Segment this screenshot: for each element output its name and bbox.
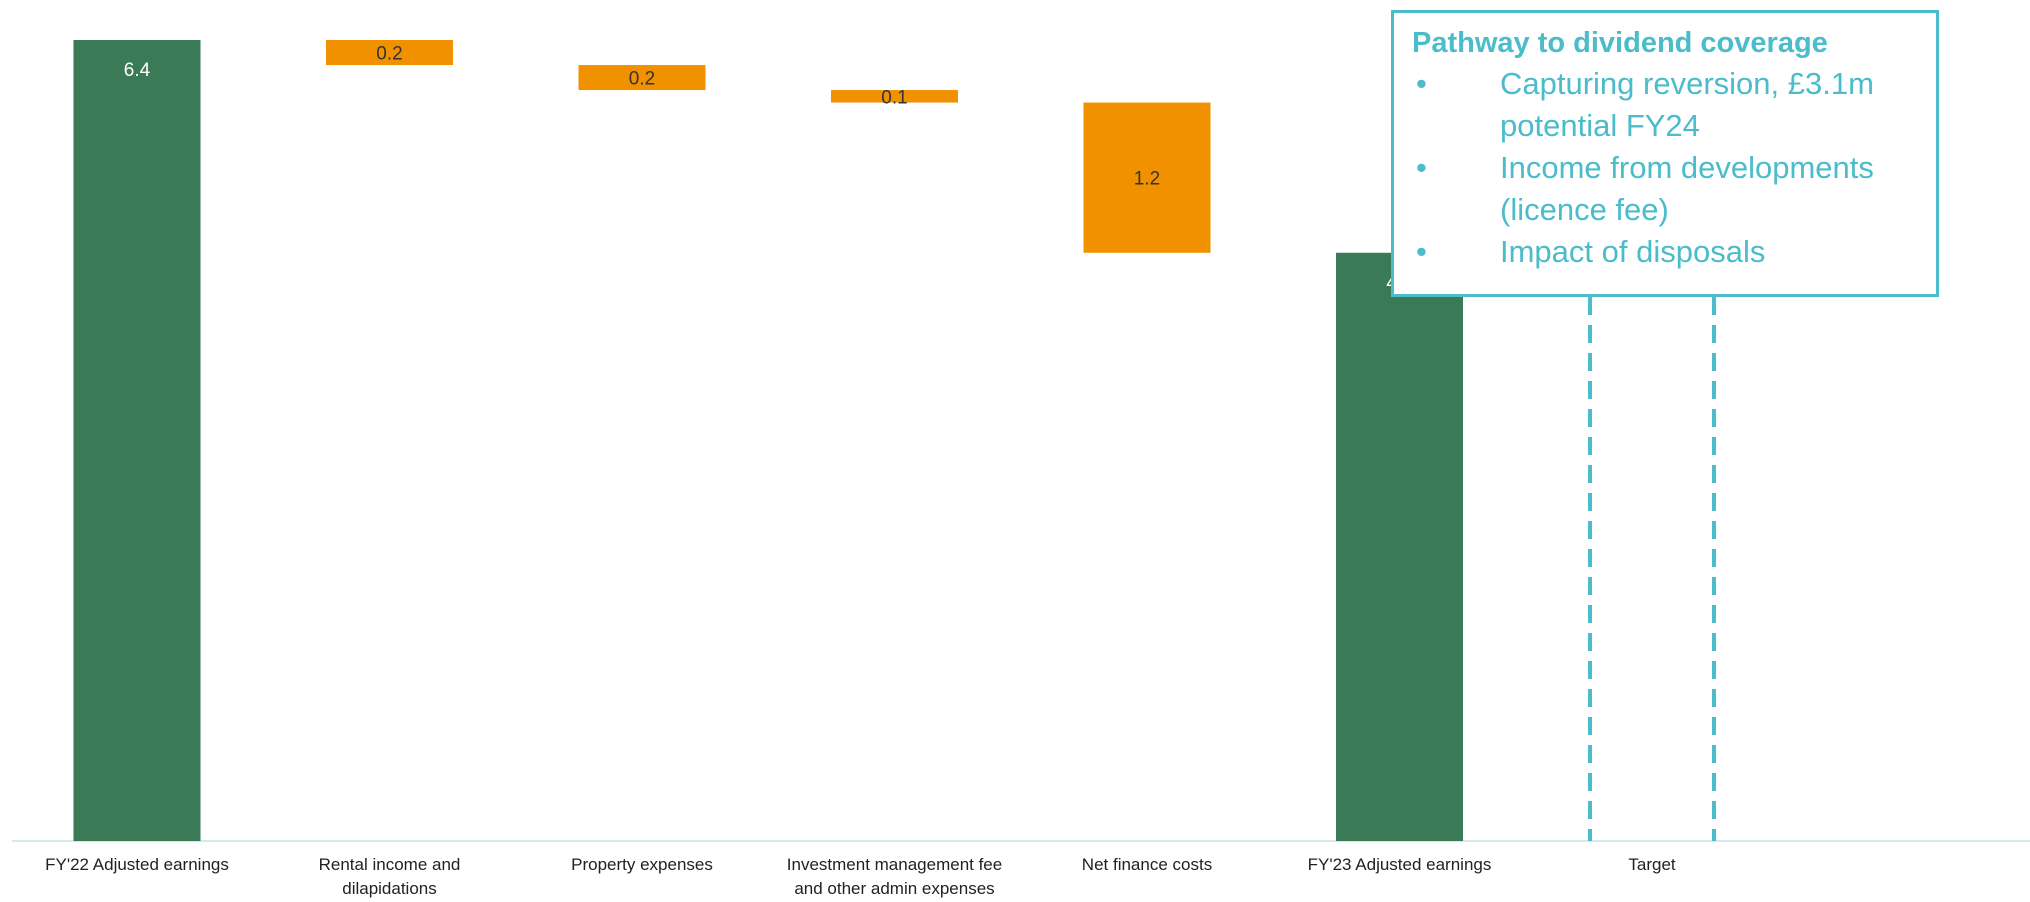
callout-item-text: Impact of disposals (1500, 234, 1766, 269)
decrease-bar-4 (1083, 102, 1211, 253)
x-tick-label: Net finance costs (1082, 855, 1212, 874)
bullet-icon: • (1416, 66, 1427, 101)
callout-item-text: Capturing reversion, £3.1m potential FY2… (1500, 66, 1874, 143)
bar-value-label: 1.2 (1134, 169, 1160, 190)
bar-value-label: 6.4 (124, 60, 151, 81)
decrease-bar-1 (326, 40, 453, 66)
decrease-bar-3 (831, 90, 958, 103)
x-tick-label: FY'22 Adjusted earnings (45, 855, 229, 874)
x-tick-label: FY'23 Adjusted earnings (1308, 855, 1492, 874)
bar-value-label: 0.2 (376, 44, 402, 65)
total-bar-0 (73, 40, 201, 841)
decrease-bar-2 (578, 65, 706, 91)
x-tick-label: Investment management fee and other admin… (787, 855, 1002, 898)
bar-value-label: 0.1 (881, 87, 907, 108)
callout-item: • Income from developments (licence fee) (1412, 147, 1918, 231)
dividend-coverage-callout: Pathway to dividend coverage • Capturing … (1391, 10, 1939, 297)
bullet-icon: • (1416, 234, 1427, 269)
bar-value-label: 0.2 (629, 69, 655, 90)
callout-list: • Capturing reversion, £3.1m potential FY… (1412, 63, 1918, 273)
x-axis-labels: FY'22 Adjusted earnings Rental income and… (45, 855, 1676, 898)
x-tick-label: Rental income and dilapidations (319, 855, 461, 898)
x-tick-label: Property expenses (571, 855, 713, 874)
callout-title: Pathway to dividend coverage (1412, 27, 1828, 59)
bullet-icon: • (1416, 150, 1427, 185)
x-tick-label: Target (1628, 855, 1676, 874)
callout-item-text: Income from developments (licence fee) (1500, 150, 1874, 227)
chart-marks: 6.40.20.20.11.24.7 (73, 40, 1716, 841)
callout-item: • Impact of disposals (1412, 231, 1918, 273)
total-bar-5 (1336, 252, 1463, 841)
callout-item: • Capturing reversion, £3.1m potential FY… (1412, 63, 1918, 147)
